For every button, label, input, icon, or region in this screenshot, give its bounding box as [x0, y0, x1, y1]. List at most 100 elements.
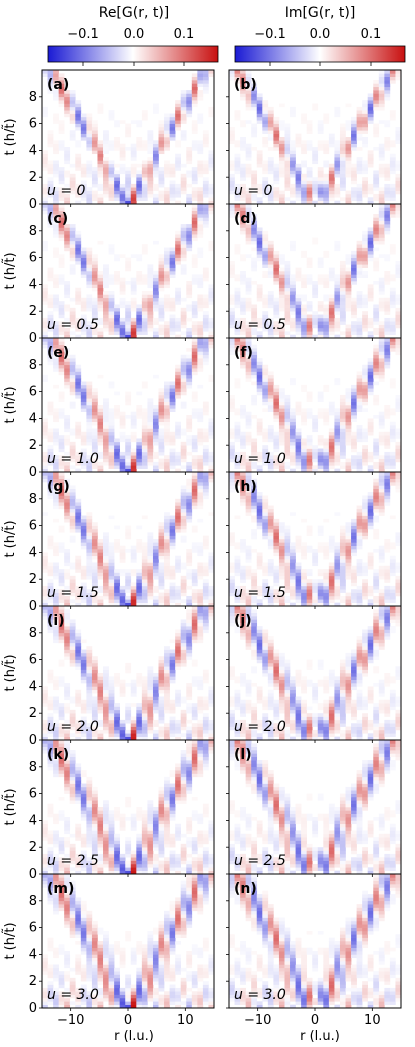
heatmap-cell — [373, 173, 380, 178]
heatmap-cell — [229, 321, 235, 325]
heatmap-cell — [229, 267, 235, 272]
heatmap-cell — [234, 207, 241, 211]
heatmap-cell — [119, 317, 126, 322]
heatmap-cell — [125, 126, 132, 131]
heatmap-cell — [262, 130, 269, 134]
heatmap-cell — [256, 287, 263, 292]
heatmap-cell — [251, 595, 258, 600]
heatmap-cell — [245, 153, 252, 158]
heatmap-cell — [97, 153, 104, 158]
heatmap-cell — [373, 130, 380, 134]
heatmap-cell — [295, 163, 302, 168]
heatmap-cell — [75, 200, 82, 205]
heatmap-cell — [323, 307, 330, 312]
heatmap-cell — [306, 277, 313, 282]
heatmap-cell — [345, 542, 352, 546]
heatmap-cell — [191, 592, 198, 597]
heatmap-cell — [42, 378, 48, 382]
heatmap-cell — [191, 147, 198, 151]
heatmap-cell — [64, 173, 71, 178]
heatmap-cell — [180, 234, 187, 238]
heatmap-cell — [295, 301, 302, 305]
heatmap-cell — [334, 579, 341, 583]
heatmap-cell — [262, 137, 269, 141]
heatmap-cell — [136, 445, 143, 449]
heatmap-cell — [69, 110, 76, 114]
heatmap-cell — [317, 394, 324, 399]
heatmap-cell — [234, 274, 241, 278]
heatmap-cell — [356, 331, 363, 335]
heatmap-cell — [395, 317, 402, 322]
heatmap-cell — [141, 321, 148, 325]
heatmap-cell — [284, 421, 291, 426]
heatmap-cell — [273, 187, 280, 191]
heatmap-cell — [180, 358, 187, 362]
heatmap-cell — [125, 190, 132, 195]
heatmap-cell — [141, 331, 148, 335]
heatmap-cell — [169, 518, 176, 523]
heatmap-cell — [334, 445, 341, 449]
heatmap-cell — [136, 592, 143, 597]
heatmap-cell — [108, 277, 115, 282]
heatmap-cell — [328, 331, 335, 335]
heatmap-cell — [334, 304, 341, 309]
heatmap-cell — [80, 133, 87, 138]
heatmap-cell — [234, 465, 241, 469]
heatmap-cell — [290, 418, 296, 423]
heatmap-cell — [42, 183, 48, 188]
heatmap-cell — [202, 428, 209, 433]
heatmap-cell — [186, 585, 193, 590]
heatmap-cell — [80, 264, 87, 268]
heatmap-cell — [64, 488, 71, 493]
heatmap-cell — [197, 304, 204, 309]
heatmap-cell — [251, 394, 258, 399]
heatmap-cell — [323, 324, 330, 329]
heatmap-cell — [141, 113, 148, 118]
heatmap-cell — [58, 498, 65, 503]
heatmap-cell — [234, 585, 241, 590]
heatmap-cell — [64, 234, 71, 238]
heatmap-cell — [362, 327, 369, 332]
heatmap-cell — [208, 167, 215, 171]
heatmap-cell — [328, 535, 335, 540]
heatmap-cell — [256, 374, 263, 379]
heatmap-cell — [97, 187, 104, 191]
heatmap-cell — [108, 572, 115, 577]
heatmap-cell — [245, 93, 252, 98]
heatmap-cell — [256, 589, 263, 593]
heatmap-cell — [64, 93, 71, 98]
heatmap-cell — [75, 120, 82, 124]
heatmap-cell — [130, 143, 137, 148]
heatmap-cell — [256, 153, 263, 158]
heatmap-cell — [75, 287, 82, 292]
heatmap-cell — [234, 438, 241, 443]
heatmap-cell — [251, 260, 258, 265]
heatmap-cell — [86, 528, 93, 533]
heatmap-cell — [130, 304, 137, 309]
heatmap-cell — [58, 341, 65, 345]
heatmap-cell — [191, 495, 198, 500]
heatmap-cell — [267, 374, 274, 379]
heatmap-cell — [312, 425, 319, 429]
heatmap-cell — [97, 431, 104, 436]
heatmap-cell — [186, 304, 193, 309]
heatmap-cell — [373, 451, 380, 456]
heatmap-cell — [175, 515, 182, 520]
heatmap-cell — [267, 371, 274, 376]
heatmap-cell — [69, 405, 76, 409]
heatmap-cell — [262, 163, 269, 168]
heatmap-cell — [53, 163, 59, 168]
heatmap-cell — [356, 304, 363, 309]
heatmap-cell — [262, 384, 269, 389]
heatmap-cell — [339, 401, 346, 406]
heatmap-cell — [147, 193, 154, 198]
heatmap-cell — [191, 331, 198, 335]
heatmap-cell — [284, 565, 291, 570]
heatmap-cell — [267, 334, 274, 339]
heatmap-cell — [373, 80, 380, 84]
heatmap-cell — [175, 468, 182, 473]
heatmap-cell — [202, 435, 209, 439]
heatmap-cell — [351, 137, 357, 141]
heatmap-cell — [53, 297, 59, 302]
heatmap-cell — [378, 465, 385, 469]
